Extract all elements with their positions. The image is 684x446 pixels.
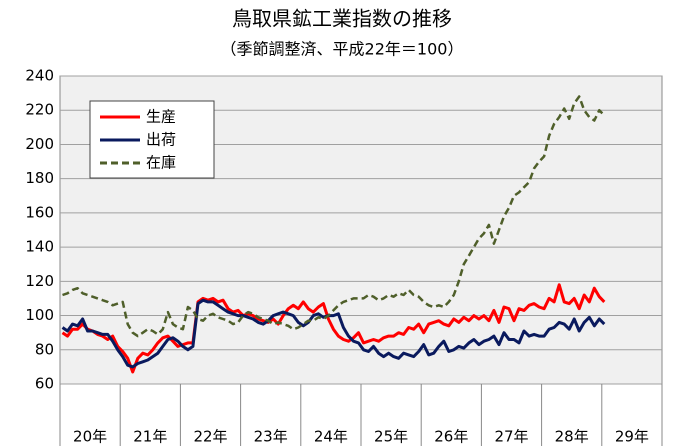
x-tick-label: 20年 — [73, 428, 107, 446]
x-tick-label: 24年 — [314, 428, 348, 446]
y-tick-label: 140 — [25, 238, 54, 256]
x-tick-label: 27年 — [494, 428, 528, 446]
x-tick-label: 21年 — [133, 428, 167, 446]
x-tick-label: 25年 — [374, 428, 408, 446]
x-tick-label: 23年 — [254, 428, 288, 446]
legend-label: 生産 — [146, 108, 176, 126]
x-tick-label: 26年 — [434, 428, 468, 446]
series-line — [62, 95, 606, 338]
legend-label: 在庫 — [146, 154, 176, 172]
y-tick-label: 100 — [25, 306, 54, 324]
series-line — [61, 298, 606, 369]
y-tick-label: 200 — [25, 135, 54, 153]
y-tick-label: 80 — [35, 340, 54, 358]
chart-title: 鳥取県鉱工業指数の推移 — [232, 7, 452, 31]
legend-label: 出荷 — [146, 131, 176, 149]
y-tick-label: 220 — [25, 101, 54, 119]
y-tick-label: 60 — [35, 375, 54, 393]
chart-subtitle: （季節調整済、平成22年＝100） — [221, 40, 464, 59]
series-line — [61, 283, 606, 374]
y-tick-label: 120 — [25, 272, 54, 290]
y-tick-label: 240 — [25, 67, 54, 85]
x-tick-label: 22年 — [193, 428, 227, 446]
x-tick-label: 28年 — [555, 428, 589, 446]
y-tick-label: 160 — [25, 203, 54, 221]
x-tick-label: 29年 — [615, 428, 649, 446]
y-tick-label: 180 — [25, 169, 54, 187]
